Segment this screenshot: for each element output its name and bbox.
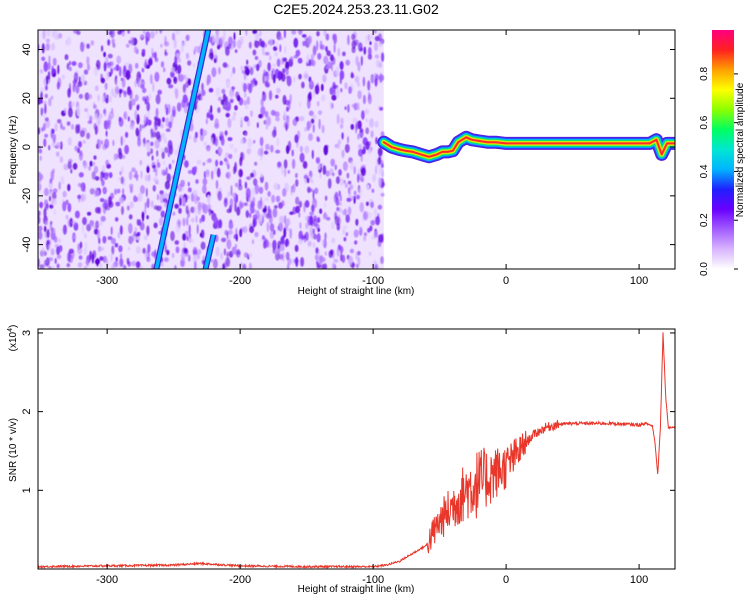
x-axis-label-top: Height of straight line (km) [298, 286, 415, 297]
signal-band [377, 130, 675, 164]
spectrogram-panel: -300 -200 -100 0 100 40 20 0 -20 -40 Height of s… [8, 29, 676, 297]
y-axis-ticks-bottom: 1 2 3 [21, 330, 675, 493]
noise-region [38, 30, 385, 269]
colorbar-ticks: 0.0 0.2 0.4 0.6 0.8 [699, 67, 738, 276]
snr-line-layer [38, 332, 675, 569]
track-lines [153, 30, 217, 269]
colorbar-tick-label: 0.8 [699, 67, 710, 81]
y-tick-label: 2 [21, 409, 33, 415]
x-tick-label: -200 [229, 275, 251, 287]
x-tick-label: 100 [630, 574, 648, 586]
y-axis-label-top: Frequency (Hz) [8, 116, 19, 185]
y-tick-label: 20 [21, 92, 33, 104]
chart-title: C2E5.2024.253.23.11.G02 [273, 1, 439, 17]
colorbar: 0.0 0.2 0.4 0.6 0.8 Normalized spectral ampl… [699, 30, 746, 276]
colorbar-tick-label: 0.0 [699, 262, 710, 276]
y-tick-label: 40 [21, 43, 33, 55]
y-axis-label-bottom: SNR (10 * v/v) [8, 418, 19, 482]
noise-blobs [38, 30, 385, 269]
plot-frame-top [37, 29, 676, 270]
x-tick-label: -300 [96, 574, 118, 586]
snr-line [38, 332, 675, 569]
x-tick-label: -200 [229, 574, 251, 586]
x-tick-label: 0 [503, 574, 509, 586]
x-tick-label: -300 [96, 275, 118, 287]
colorbar-tick-label: 0.6 [699, 115, 710, 129]
y-tick-label: 0 [21, 144, 33, 150]
track-line [203, 234, 216, 269]
y-tick-label: -40 [21, 237, 33, 253]
x-tick-label: -100 [362, 574, 384, 586]
y-tick-label: -20 [21, 188, 33, 204]
x-axis-ticks-bottom: -300 -200 -100 0 100 [96, 329, 648, 586]
track-line [154, 30, 210, 269]
x-tick-label: -100 [362, 275, 384, 287]
y-scale-factor: (x104) [7, 325, 19, 352]
colorbar-tick-label: 0.2 [699, 213, 710, 227]
colorbar-label: Normalized spectral amplitude [735, 82, 746, 217]
signal-band-layer-6 [382, 136, 675, 158]
snr-panel: -300 -200 -100 0 100 1 2 3 Height of straight … [7, 325, 676, 595]
y-tick-label: 1 [21, 487, 33, 493]
plot-frame-bottom [37, 328, 676, 570]
y-tick-label: 3 [21, 330, 33, 336]
y-axis-ticks-top: 40 20 0 -20 -40 [21, 43, 675, 253]
colorbar-gradient [712, 30, 734, 269]
x-tick-label: 0 [503, 275, 509, 287]
x-axis-ticks-top: -300 -200 -100 0 100 [96, 30, 648, 287]
x-tick-label: 100 [630, 275, 648, 287]
x-axis-label-bottom: Height of straight line (km) [298, 584, 415, 595]
colorbar-tick-label: 0.4 [699, 164, 710, 178]
